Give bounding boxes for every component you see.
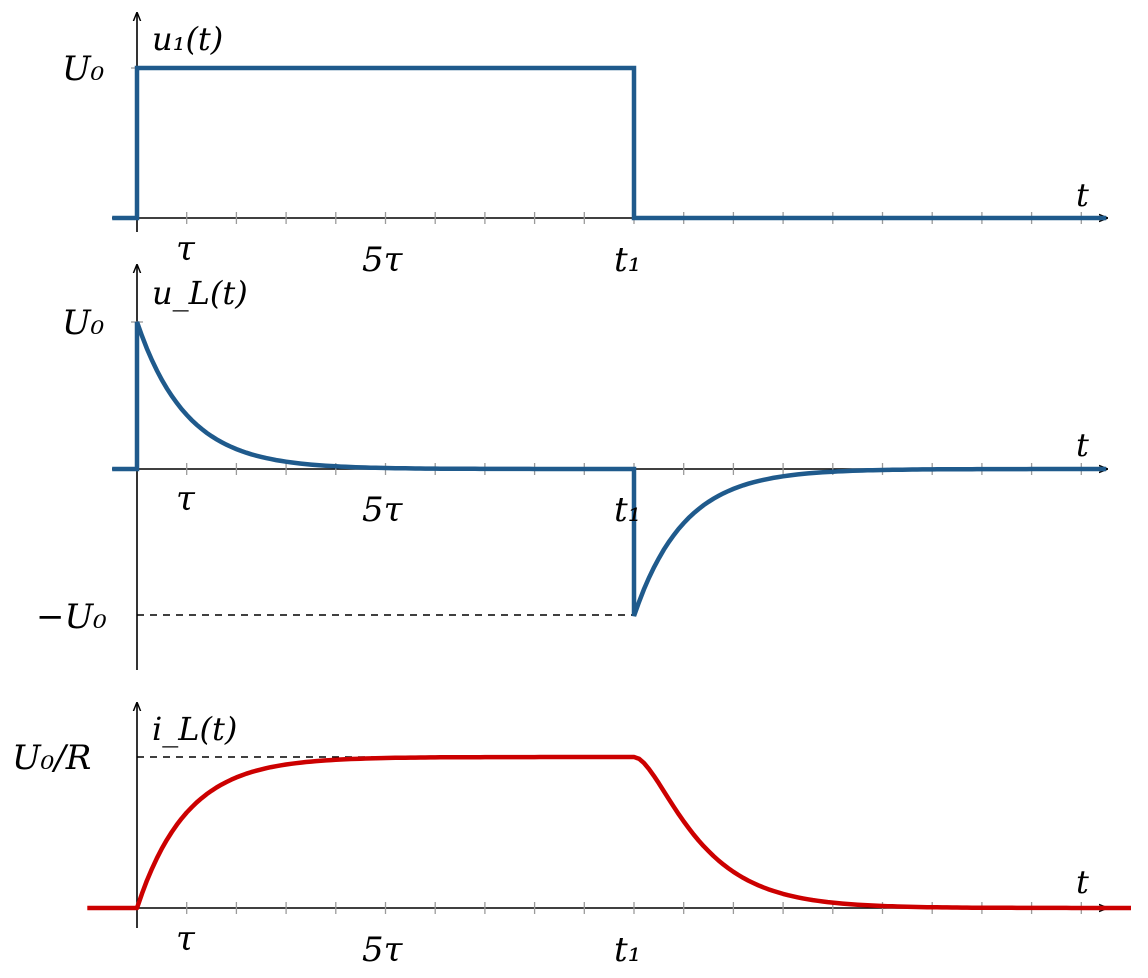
y-tick-label-u0: U₀ xyxy=(62,303,105,343)
x-tick-label-5tau: 5τ xyxy=(362,490,404,530)
panel-iL: i_L(t) t U₀/R τ 5τ t₁ xyxy=(12,703,1131,970)
x-tick-label-5tau: 5τ xyxy=(362,240,404,280)
series-uL xyxy=(112,321,1107,617)
y-axis-label: u₁(t) xyxy=(152,20,223,58)
x-axis-label: t xyxy=(1076,863,1089,901)
x-tick-label-tau: τ xyxy=(176,229,196,269)
x-tick-label-tau: τ xyxy=(176,919,196,959)
y-tick-label-u0-over-r: U₀/R xyxy=(12,738,91,778)
x-tick-label-5tau: 5τ xyxy=(362,930,404,970)
x-axis-label: t xyxy=(1076,426,1089,464)
x-tick-label-t1: t₁ xyxy=(614,930,641,970)
series-iL xyxy=(87,754,1131,911)
x-tick-label-tau: τ xyxy=(176,479,196,519)
panel-u1: u₁(t) t U₀ τ 5τ t₁ xyxy=(62,13,1107,280)
panel-uL: u_L(t) t U₀ −U₀ τ 5τ t₁ xyxy=(36,265,1107,670)
y-tick-label-minus-u0: −U₀ xyxy=(36,597,107,637)
x-tick-label-t1: t₁ xyxy=(614,240,641,280)
series-u1 xyxy=(112,65,1107,221)
y-tick-label-u0: U₀ xyxy=(62,49,105,89)
y-axis-label: u_L(t) xyxy=(152,274,248,312)
x-axis-label: t xyxy=(1076,176,1089,214)
y-axis-label: i_L(t) xyxy=(152,710,237,748)
x-tick-label-t1: t₁ xyxy=(614,490,641,530)
